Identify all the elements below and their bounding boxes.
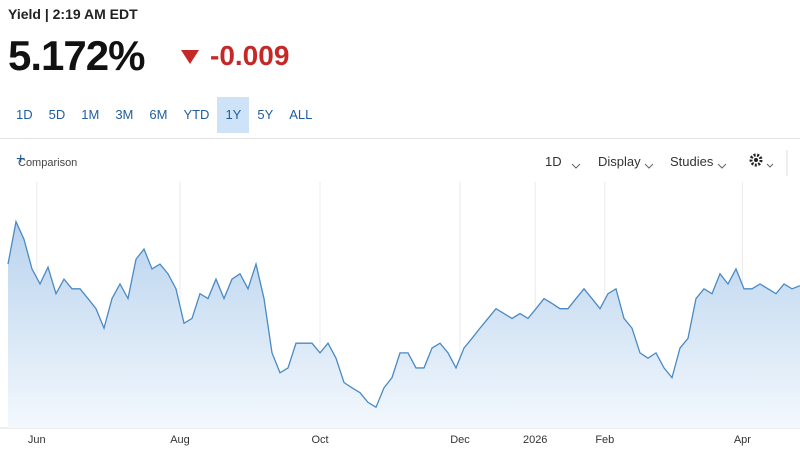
comparison-button[interactable]: Comparison (18, 157, 78, 169)
range-button[interactable]: 5D (48, 107, 66, 122)
range-button[interactable]: 6M (149, 107, 168, 122)
change: -0.009 (210, 40, 290, 71)
range-button[interactable]: 5Y (257, 107, 274, 122)
plus-icon[interactable]: + (16, 151, 26, 168)
x-tick-label: Oct (311, 434, 328, 446)
down-arrow (181, 50, 199, 64)
price: 5.172% (8, 32, 145, 79)
range-button[interactable]: 3M (115, 107, 134, 122)
line (7, 219, 800, 409)
range-button[interactable]: ALL (289, 107, 313, 122)
title: Yield | 2:19 AM EDT (8, 6, 138, 22)
range-button[interactable]: 1Y (217, 97, 250, 133)
interval-button[interactable]: 1D (545, 154, 562, 169)
display-button[interactable]: Display (598, 154, 641, 169)
x-tick-label: 2026 (523, 434, 547, 446)
toolbar-icons (571, 150, 788, 176)
separator (0, 138, 800, 139)
area-fill (8, 221, 800, 428)
range-button[interactable]: 1D (16, 107, 33, 122)
range-button[interactable]: YTD (183, 107, 210, 122)
x-tick-label: Feb (595, 434, 614, 446)
range-button[interactable]: 1M (81, 107, 100, 122)
x-tick-label: Dec (450, 434, 470, 446)
x-tick-label: Jun (28, 434, 46, 446)
x-tick-label: Aug (170, 434, 190, 446)
range-bar: 1D 5D 1M 3M 6M YTD 1Y 5Y ALL (8, 97, 320, 133)
studies-button[interactable]: Studies (670, 154, 714, 169)
x-tick-label: Apr (734, 434, 751, 446)
